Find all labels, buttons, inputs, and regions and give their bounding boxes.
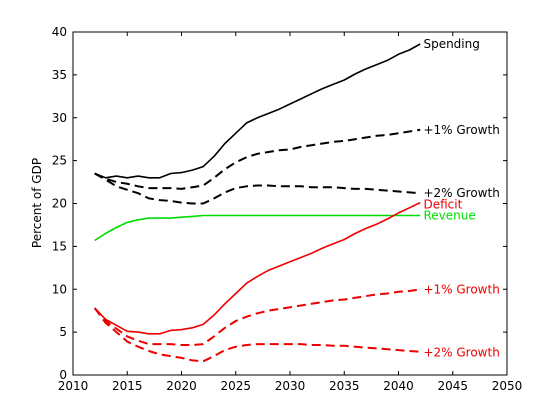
series-line-5: [93, 288, 421, 346]
x-tick-label: 2025: [220, 379, 251, 393]
y-tick-label: 5: [59, 325, 67, 339]
series-line-2: [94, 172, 421, 205]
plot-area: [72, 31, 508, 376]
x-tick-label: 2010: [58, 379, 89, 393]
series-annotation: +2% Growth: [423, 346, 499, 360]
series-line-4: [94, 201, 421, 335]
x-tick-label: 2030: [275, 379, 306, 393]
series-layer: [93, 43, 421, 363]
x-tick-label: 2045: [437, 379, 468, 393]
x-tick-label: 2020: [166, 379, 197, 393]
series-annotation: +2% Growth: [423, 186, 499, 200]
y-tick-label: 25: [52, 154, 67, 168]
y-tick-label: 15: [52, 239, 67, 253]
x-tick-label: 2035: [329, 379, 360, 393]
series-annotation: Deficit: [423, 197, 462, 211]
annotation-layer: Spending+1% Growth+2% GrowthDeficitReven…: [423, 37, 499, 360]
series-annotation: +1% Growth: [423, 282, 499, 296]
series-line-1: [94, 128, 421, 190]
y-axis-label: Percent of GDP: [30, 158, 44, 248]
series-annotation: Spending: [423, 37, 479, 51]
x-tick-label: 2040: [383, 379, 414, 393]
y-tick-label: 40: [52, 25, 67, 39]
series-annotation: +1% Growth: [423, 123, 499, 137]
y-tick-label: 30: [52, 111, 67, 125]
x-tick-label: 2015: [112, 379, 143, 393]
y-tick-label: 20: [52, 197, 67, 211]
y-tick-label: 0: [59, 368, 67, 382]
x-tick-label: 2050: [492, 379, 523, 393]
series-line-6: [93, 307, 421, 363]
series-line-0: [94, 43, 421, 179]
series-annotation: Revenue: [423, 209, 475, 223]
y-tick-label: 10: [52, 282, 67, 296]
series-line-3: [94, 214, 421, 242]
ticks-layer: 2010 2015 2020 2025 2030 2035 2040 2045 20500510…: [52, 25, 523, 393]
y-tick-label: 35: [52, 68, 67, 82]
